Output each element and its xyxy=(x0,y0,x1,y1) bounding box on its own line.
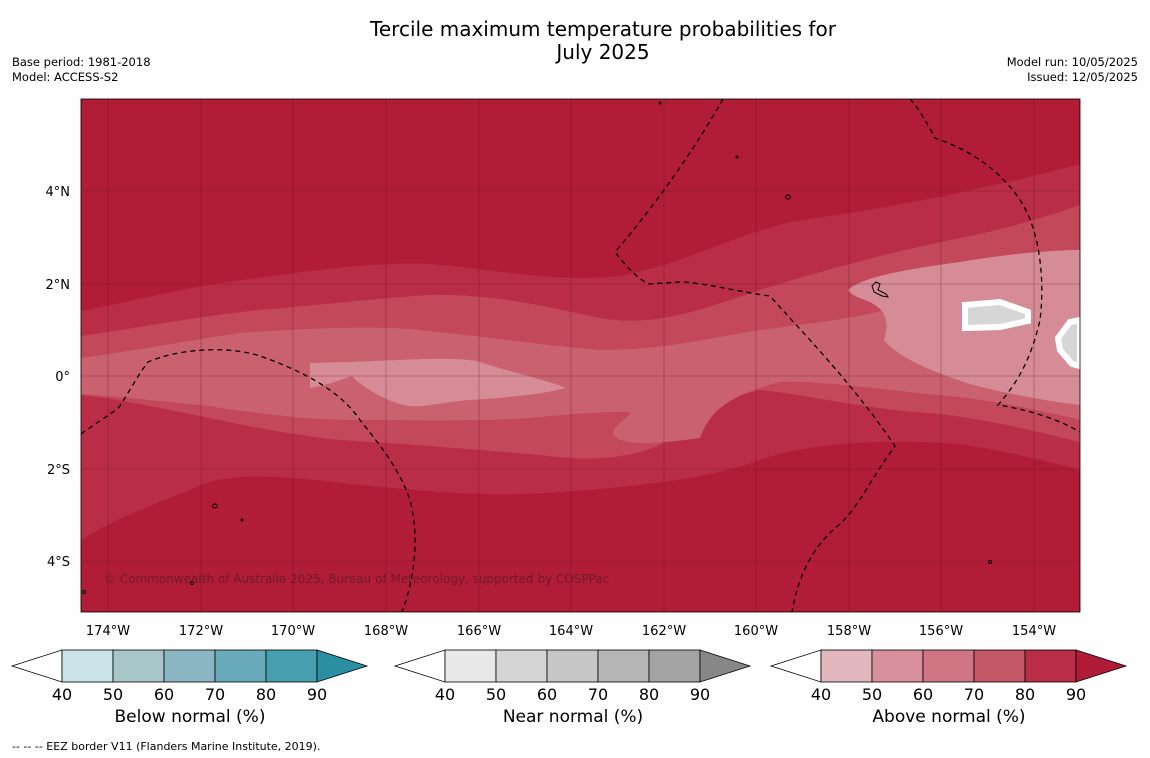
colorbar-over-triangle xyxy=(699,649,752,683)
lat-label: 4°S xyxy=(47,555,70,570)
lat-label: 2°N xyxy=(46,278,71,293)
model-name: Model: ACCESS-S2 xyxy=(12,70,119,84)
island xyxy=(240,518,244,522)
colorbar-segment xyxy=(648,649,701,683)
colorbar-label-below: Below normal (%) xyxy=(114,707,266,727)
colorbar-tick-label: 70 xyxy=(205,685,225,704)
colorbar-segment xyxy=(495,649,548,683)
colorbar-segment xyxy=(265,649,318,683)
colorbar-tick-label: 60 xyxy=(913,685,933,704)
colorbar-tick-label: 70 xyxy=(588,685,608,704)
colorbar-tick-label: 80 xyxy=(1015,685,1035,704)
lon-label: 168°W xyxy=(364,624,408,639)
copyright-notice: © Commonwealth of Australia 2025, Bureau… xyxy=(104,572,609,586)
near-normal-patch-2 xyxy=(1054,316,1080,370)
colorbar-tick-label: 50 xyxy=(486,685,506,704)
forecast-map: © Commonwealth of Australia 2025, Bureau… xyxy=(46,98,1081,639)
island xyxy=(988,560,992,564)
colorbar-tick-label: 40 xyxy=(52,685,72,704)
colorbar: 40 50 60 70 80 90 xyxy=(10,649,369,704)
eez-border-west xyxy=(81,349,416,612)
graticule xyxy=(81,99,1080,612)
colorbar-segment xyxy=(1024,649,1077,683)
lon-label: 162°W xyxy=(642,624,686,639)
islands xyxy=(82,101,992,594)
title-line-2: July 2025 xyxy=(556,40,650,64)
lon-label: 154°W xyxy=(1012,624,1056,639)
colorbar-segment xyxy=(597,649,650,683)
colorbar-segment xyxy=(871,649,924,683)
lon-label: 158°W xyxy=(827,624,871,639)
lon-label: 156°W xyxy=(919,624,963,639)
colorbar-label-above: Above normal (%) xyxy=(872,707,1026,727)
title-line-1: Tercile maximum temperature probabilitie… xyxy=(370,17,836,41)
chart-title: Tercile maximum temperature probabilitie… xyxy=(0,18,1150,64)
colorbar-under-triangle xyxy=(393,649,446,683)
lat-label: 4°N xyxy=(46,185,71,200)
band-60 xyxy=(81,250,1080,444)
colorbar-tick-label: 70 xyxy=(964,685,984,704)
meta-left: Base period: 1981-2018 Model: ACCESS-S2 xyxy=(12,55,151,85)
colorbar-segment xyxy=(163,649,216,683)
near-normal-patch-1 xyxy=(962,298,1031,332)
eez-border-east xyxy=(909,99,1080,433)
island xyxy=(658,101,662,105)
latitude-labels: 4°N 2°N 0° 2°S 4°S xyxy=(46,185,71,570)
island xyxy=(785,194,791,200)
colorbar-segment xyxy=(922,649,975,683)
colorbar-under-triangle xyxy=(10,649,63,683)
lon-label: 172°W xyxy=(179,624,223,639)
colorbar-tick-label: 40 xyxy=(811,685,831,704)
lon-label: 166°W xyxy=(457,624,501,639)
map-frame xyxy=(80,98,1081,613)
colorbars: 40 50 60 70 80 90 40 50 60 70 80 90 40 50 60 70 80 90 xyxy=(10,649,1128,704)
colorbar-segment xyxy=(112,649,165,683)
meta-right: Model run: 10/05/2025 Issued: 12/05/2025 xyxy=(1007,55,1138,85)
colorbar-tick-label: 40 xyxy=(435,685,455,704)
base-period: Base period: 1981-2018 xyxy=(12,55,151,69)
colorbar-over-triangle xyxy=(1075,649,1128,683)
lat-label: 0° xyxy=(55,370,70,385)
island xyxy=(190,581,194,585)
island xyxy=(212,503,218,509)
colorbar-segment xyxy=(546,649,599,683)
colorbar-tick-label: 80 xyxy=(256,685,276,704)
eez-border-central xyxy=(614,99,896,612)
colorbar: 40 50 60 70 80 90 xyxy=(769,649,1128,704)
lon-label: 164°W xyxy=(549,624,593,639)
colorbar-over-triangle xyxy=(316,649,369,683)
colorbar-segment xyxy=(820,649,873,683)
colorbar-tick-label: 60 xyxy=(537,685,557,704)
colorbar-segment xyxy=(214,649,267,683)
lon-label: 170°W xyxy=(271,624,315,639)
model-run: Model run: 10/05/2025 xyxy=(1006,55,1138,69)
map-area: © Commonwealth of Australia 2025, Bureau… xyxy=(81,99,1080,612)
colorbar-tick-label: 80 xyxy=(639,685,659,704)
colorbar-tick-label: 50 xyxy=(862,685,882,704)
colorbar-under-triangle xyxy=(769,649,822,683)
footnote: -- -- -- EEZ border V11 (Flanders Marine… xyxy=(12,740,321,753)
lon-label: 160°W xyxy=(734,624,778,639)
island xyxy=(735,155,739,159)
longitude-labels: 174°W 172°W 170°W 168°W 166°W 164°W 162°W 160°W… xyxy=(86,624,1056,639)
issued-date: Issued: 12/05/2025 xyxy=(1027,70,1138,84)
lat-label: 2°S xyxy=(47,463,70,478)
colorbar-tick-label: 90 xyxy=(1066,685,1086,704)
eez-borders xyxy=(81,99,1080,612)
island xyxy=(82,590,86,594)
colorbar-tick-label: 60 xyxy=(154,685,174,704)
band-50 xyxy=(310,358,566,407)
island-kiritimati xyxy=(871,281,890,298)
colorbar-segment xyxy=(61,649,114,683)
colorbar-label-near: Near normal (%) xyxy=(502,707,644,727)
colorbar-tick-label: 90 xyxy=(307,685,327,704)
colorbar: 40 50 60 70 80 90 xyxy=(393,649,752,704)
colorbar-tick-label: 50 xyxy=(103,685,123,704)
colorbar-tick-label: 90 xyxy=(690,685,710,704)
lon-label: 174°W xyxy=(86,624,130,639)
colorbar-segment xyxy=(444,649,497,683)
colorbar-segment xyxy=(973,649,1026,683)
